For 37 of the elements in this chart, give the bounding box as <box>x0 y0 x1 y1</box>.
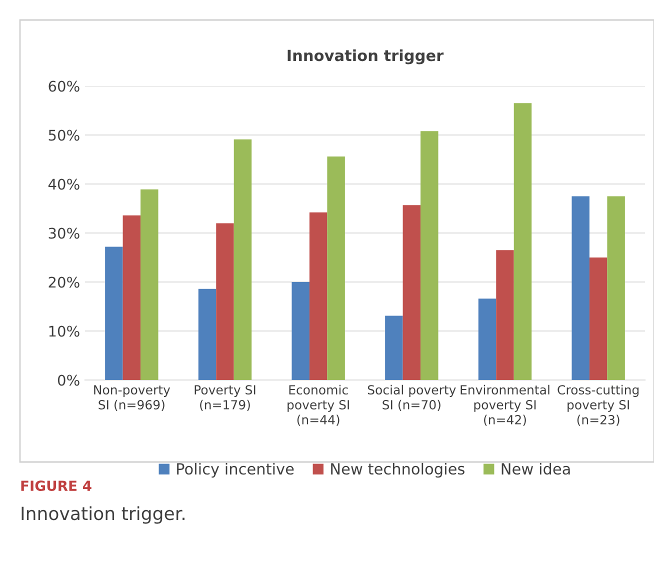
bar <box>309 212 328 380</box>
bar <box>496 250 514 380</box>
y-tick-label: 0% <box>58 374 80 386</box>
y-tick-label: 60% <box>48 80 80 92</box>
x-tick-label: Environmental poverty SI (n=42) <box>460 384 550 426</box>
bar <box>514 103 532 380</box>
bar <box>122 215 141 380</box>
chart-title: Innovation trigger <box>288 49 444 64</box>
bar <box>216 223 234 380</box>
bar <box>385 316 403 380</box>
y-tick-label: 30% <box>48 228 80 239</box>
x-tick-label: Poverty SI (n=179) <box>194 385 256 411</box>
bar <box>589 258 608 380</box>
legend-label: Policy incentive <box>177 462 294 478</box>
bar <box>327 156 345 380</box>
bar <box>140 189 158 380</box>
bar <box>105 246 123 380</box>
bar <box>402 205 421 380</box>
bar <box>607 196 625 380</box>
x-tick-label: Social poverty SI (n=70) <box>368 384 456 411</box>
bar <box>198 288 216 380</box>
x-tick-label: Non-poverty SI (n=969) <box>94 385 170 411</box>
bar <box>420 131 438 380</box>
text: Innovation trigger. <box>22 506 184 524</box>
legend-label: New idea <box>502 462 570 475</box>
bar <box>478 298 496 380</box>
y-tick-label: 20% <box>48 276 80 288</box>
bar <box>292 282 310 380</box>
x-tick-label: Cross-cutting poverty SI (n=23) <box>558 384 639 426</box>
x-tick-label: Economic poverty SI (n=44) <box>288 384 349 426</box>
y-tick-label: 40% <box>48 178 80 190</box>
y-tick-label: 10% <box>49 326 80 337</box>
caption: FIGURE 4 <box>21 480 92 492</box>
bar <box>572 196 590 380</box>
legend-label: New technologies <box>331 462 464 478</box>
y-tick-label: 50% <box>48 130 80 141</box>
bar <box>234 139 252 380</box>
